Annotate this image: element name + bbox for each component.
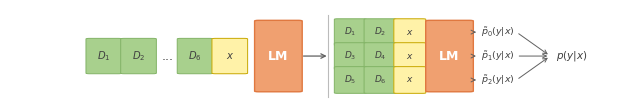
FancyBboxPatch shape [86, 38, 122, 74]
Text: $D_5$: $D_5$ [344, 74, 356, 86]
Text: $x$: $x$ [406, 28, 413, 37]
Text: $D_6$: $D_6$ [188, 49, 202, 63]
Text: $D_2$: $D_2$ [374, 26, 387, 38]
FancyBboxPatch shape [364, 43, 396, 69]
Text: $D_6$: $D_6$ [374, 74, 387, 86]
Text: $x$: $x$ [406, 75, 413, 84]
Text: $D_1$: $D_1$ [344, 26, 356, 38]
Text: $D_4$: $D_4$ [374, 50, 387, 62]
FancyBboxPatch shape [426, 20, 474, 92]
Text: $\tilde{p}_2(y|x)$: $\tilde{p}_2(y|x)$ [481, 73, 515, 87]
Text: $D_2$: $D_2$ [132, 49, 145, 63]
FancyBboxPatch shape [212, 38, 248, 74]
FancyBboxPatch shape [121, 38, 156, 74]
FancyBboxPatch shape [334, 43, 366, 69]
FancyBboxPatch shape [364, 19, 396, 46]
FancyBboxPatch shape [177, 38, 213, 74]
Text: LM: LM [439, 50, 460, 63]
FancyBboxPatch shape [364, 67, 396, 93]
FancyBboxPatch shape [394, 19, 426, 46]
FancyBboxPatch shape [334, 67, 366, 93]
Text: $D_3$: $D_3$ [344, 50, 356, 62]
Text: $x$: $x$ [406, 52, 413, 61]
Text: $x$: $x$ [226, 51, 234, 61]
Text: $\tilde{p}_1(y|x)$: $\tilde{p}_1(y|x)$ [481, 49, 515, 63]
FancyBboxPatch shape [334, 19, 366, 46]
FancyBboxPatch shape [394, 43, 426, 69]
Text: ...: ... [161, 50, 173, 63]
Text: $D_1$: $D_1$ [97, 49, 111, 63]
Text: $p(y|x)$: $p(y|x)$ [335, 49, 366, 63]
Text: $\tilde{p}_0(y|x)$: $\tilde{p}_0(y|x)$ [481, 25, 515, 39]
Text: LM: LM [268, 50, 289, 63]
FancyBboxPatch shape [255, 20, 302, 92]
FancyBboxPatch shape [394, 67, 426, 93]
Text: $p(y|x)$: $p(y|x)$ [556, 49, 588, 63]
